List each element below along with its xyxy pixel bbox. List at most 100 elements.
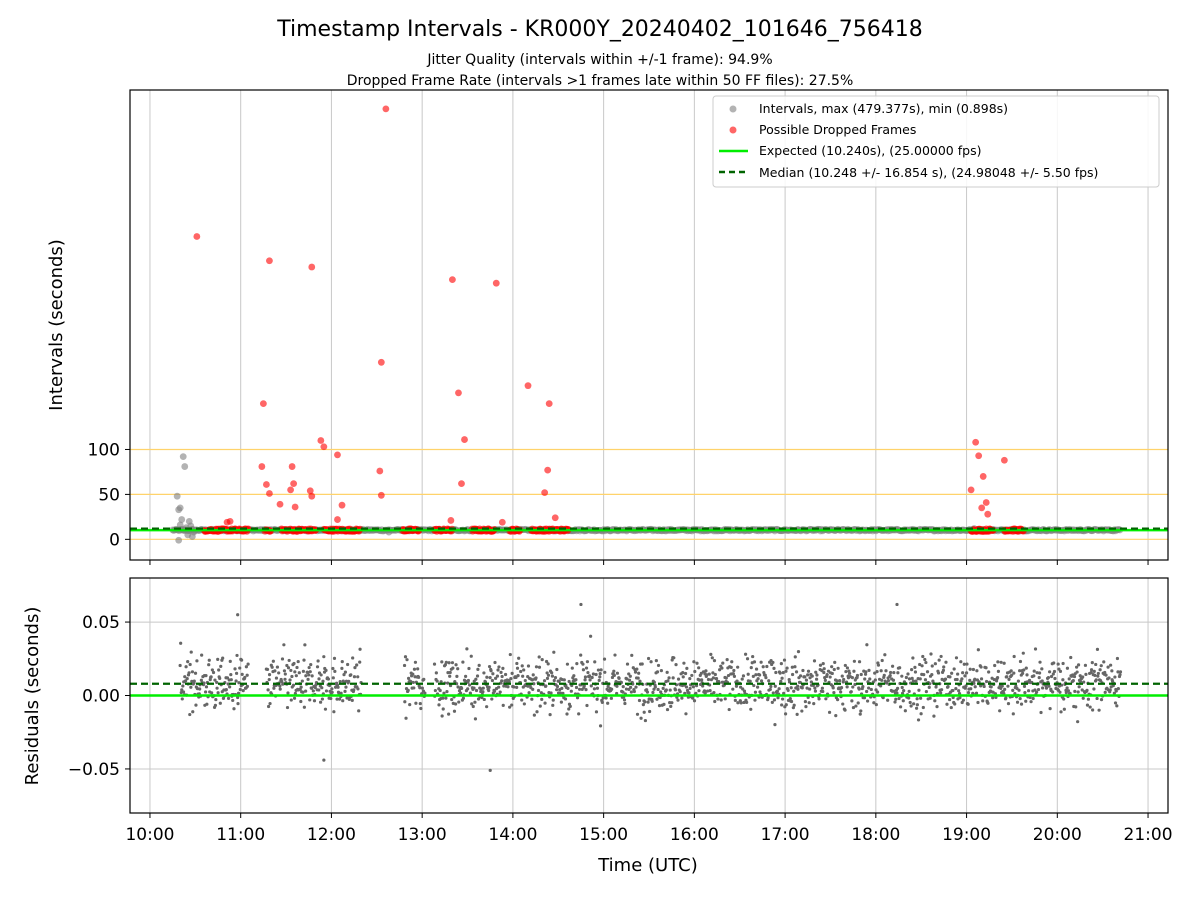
- residual-point: [1093, 673, 1097, 678]
- residual-point: [822, 670, 826, 675]
- residual-point: [852, 669, 856, 673]
- residual-point: [632, 689, 636, 694]
- dropped-frame-point: [498, 518, 506, 526]
- residual-point: [906, 672, 910, 676]
- residual-point: [657, 704, 662, 708]
- residual-point: [516, 673, 520, 678]
- residual-point: [455, 674, 459, 678]
- residual-point: [332, 656, 337, 660]
- dropped-frame-point: [544, 466, 552, 474]
- residual-point: [285, 705, 290, 710]
- residual-point: [1012, 671, 1016, 675]
- residual-point: [773, 722, 777, 727]
- residual-point: [966, 702, 970, 706]
- x-tick-label: 16:00: [670, 825, 719, 845]
- residual-point: [180, 697, 184, 701]
- residual-point: [827, 710, 832, 714]
- residual-point: [952, 667, 956, 671]
- residual-point: [627, 672, 631, 676]
- residual-point: [468, 683, 472, 687]
- residual-point: [342, 673, 346, 677]
- residual-point: [228, 685, 232, 689]
- residual-point: [496, 668, 500, 672]
- dropped-frame-point: [982, 499, 990, 506]
- residual-point: [915, 703, 919, 707]
- residual-point: [1039, 710, 1043, 715]
- residual-point: [902, 689, 906, 693]
- residual-point: [836, 698, 840, 702]
- residual-point: [813, 689, 818, 693]
- residual-point: [718, 668, 722, 672]
- residual-point: [815, 673, 819, 677]
- residual-point: [944, 660, 948, 664]
- residual-point: [840, 674, 844, 678]
- residual-point: [451, 666, 455, 670]
- residual-point: [552, 678, 556, 683]
- residual-point: [773, 684, 777, 688]
- residual-point: [550, 671, 554, 675]
- residual-point: [358, 647, 362, 651]
- residual-point: [1051, 672, 1055, 676]
- residual-point: [448, 670, 452, 675]
- residual-point: [904, 675, 908, 680]
- residual-point: [310, 686, 314, 690]
- residual-point: [300, 679, 304, 683]
- dropped-frame-point: [258, 463, 266, 470]
- residual-point: [566, 686, 570, 690]
- residual-point: [713, 672, 717, 677]
- residual-point: [277, 671, 281, 675]
- residual-point: [768, 687, 772, 692]
- residual-point: [530, 697, 534, 701]
- residual-point: [923, 657, 927, 662]
- residual-point: [565, 712, 569, 716]
- residual-point: [282, 643, 286, 647]
- intervals-panel: 0 50 100 Intervals (seconds) Intervals, ma…: [46, 89, 1169, 565]
- residual-point: [186, 660, 190, 664]
- residual-point: [753, 698, 757, 702]
- residual-point: [621, 690, 625, 694]
- dropped-frame-point: [978, 504, 986, 512]
- residual-point: [1085, 688, 1089, 692]
- residual-point: [973, 677, 977, 681]
- residual-point: [900, 674, 904, 678]
- residuals-panel: −0.050.000.05 10:00 11:00 12:00 13:00 14:00 1…: [22, 577, 1173, 876]
- residual-point: [570, 666, 574, 670]
- residual-point: [404, 716, 408, 720]
- residual-point: [891, 678, 896, 682]
- residual-point: [668, 688, 672, 692]
- residual-point: [336, 685, 340, 689]
- residual-point: [665, 670, 669, 674]
- residual-point: [519, 669, 523, 674]
- residual-point: [910, 668, 914, 672]
- residual-point: [221, 656, 225, 660]
- residual-point: [724, 676, 728, 680]
- residual-point: [795, 712, 799, 716]
- residual-point: [851, 705, 856, 710]
- residual-point: [973, 685, 977, 689]
- residual-point: [1011, 688, 1015, 693]
- residual-point: [927, 685, 931, 690]
- residual-point: [302, 705, 306, 709]
- residual-point: [736, 701, 740, 705]
- residual-point: [453, 679, 457, 684]
- residual-point: [907, 696, 911, 700]
- residual-point: [873, 671, 877, 675]
- residual-point: [767, 679, 771, 683]
- residual-point: [720, 666, 724, 670]
- residual-point: [210, 668, 214, 672]
- residual-point: [555, 667, 559, 672]
- residual-point: [639, 716, 643, 720]
- residual-point: [475, 674, 480, 678]
- dropped-frame-point: [226, 517, 234, 525]
- residual-point: [781, 671, 785, 675]
- residual-point: [1002, 661, 1006, 665]
- residual-point: [337, 697, 342, 701]
- residual-point: [442, 691, 446, 695]
- residual-point: [271, 659, 275, 663]
- residual-point: [830, 665, 834, 669]
- residual-point: [705, 689, 710, 693]
- residual-point: [925, 670, 930, 674]
- residual-point: [676, 677, 681, 681]
- dropped-frame-point: [541, 489, 549, 497]
- residual-point: [634, 685, 638, 689]
